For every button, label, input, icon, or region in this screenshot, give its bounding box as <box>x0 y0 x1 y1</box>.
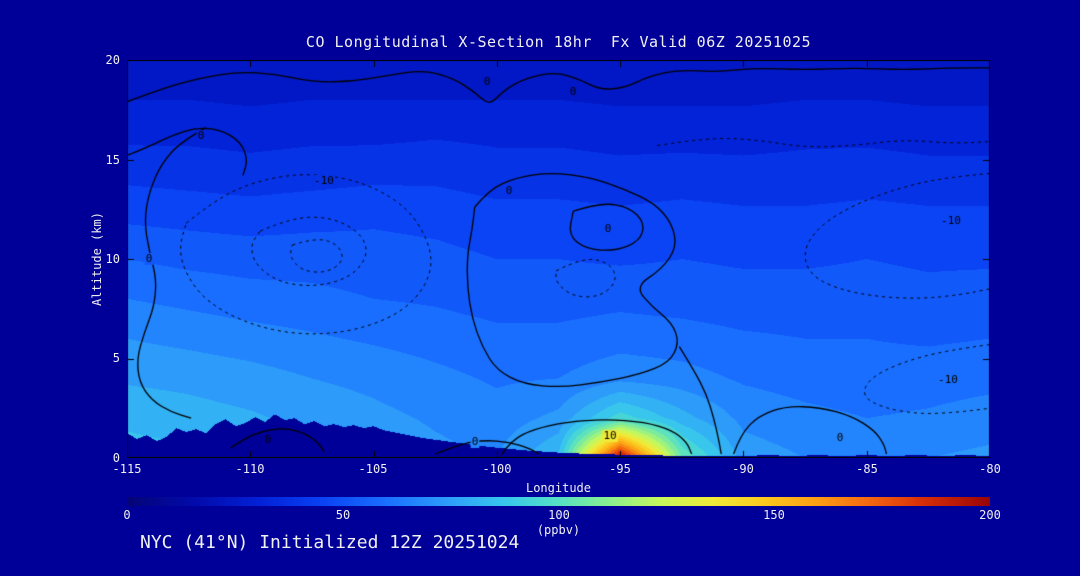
x-axis-label: Longitude <box>525 481 592 495</box>
y-tick-0: 0 <box>112 451 120 465</box>
colorbar-units-label: (ppbv) <box>536 523 581 537</box>
y-tick-20: 20 <box>105 53 120 67</box>
x-tick-80: -80 <box>979 462 1001 476</box>
init-info-text: NYC (41°N) Initialized 12Z 20251024 <box>140 532 520 553</box>
x-tick-105: -105 <box>358 462 388 476</box>
colorbar <box>127 497 990 506</box>
cross-section-plot <box>127 60 990 458</box>
colorbar-tick-50: 50 <box>335 508 351 522</box>
x-tick-100: -100 <box>482 462 512 476</box>
colorbar-tick-0: 0 <box>123 508 131 522</box>
x-tick-115: -115 <box>112 462 142 476</box>
y-tick-15: 15 <box>105 153 120 167</box>
y-tick-10: 10 <box>105 252 120 266</box>
colorbar-tick-150: 150 <box>763 508 785 522</box>
colorbar-tick-100: 100 <box>548 508 570 522</box>
plot-title: CO Longitudinal X-Section 18hr Fx Valid … <box>305 33 812 51</box>
y-tick-5: 5 <box>112 351 120 365</box>
colorbar-tick-200: 200 <box>979 508 1001 522</box>
x-tick-85: -85 <box>856 462 878 476</box>
x-tick-110: -110 <box>235 462 265 476</box>
x-tick-95: -95 <box>609 462 631 476</box>
x-tick-90: -90 <box>732 462 754 476</box>
